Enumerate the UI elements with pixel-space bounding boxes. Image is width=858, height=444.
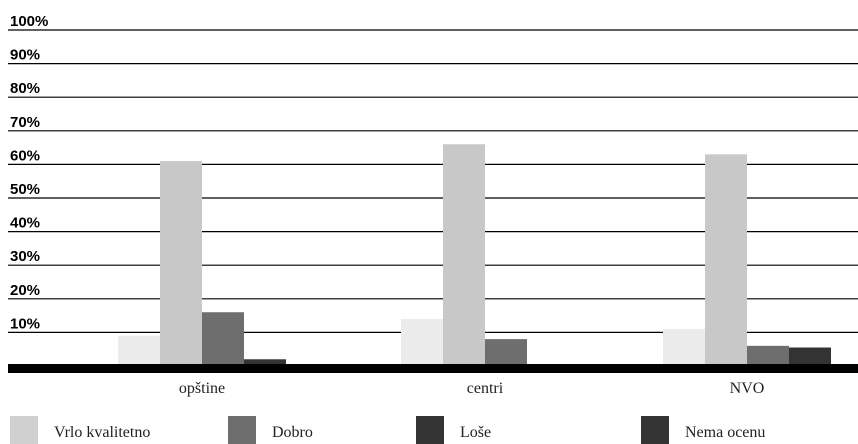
y-tick-label: 70% <box>10 114 40 131</box>
y-tick-label: 30% <box>10 248 40 265</box>
bar-1-NVO <box>663 329 705 366</box>
y-tick-label: 10% <box>10 315 40 332</box>
legend-swatch <box>416 416 444 444</box>
bar-1-centri <box>401 318 443 366</box>
legend-label: Dobro <box>272 424 313 441</box>
y-tick-label: 60% <box>10 147 40 164</box>
legend-label: Vrlo kvalitetno <box>54 424 150 441</box>
y-tick-label: 80% <box>10 80 40 97</box>
legend-swatch <box>228 416 256 444</box>
bar-4-NVO <box>789 347 831 366</box>
y-tick-label: 20% <box>10 282 40 299</box>
y-tick-label: 40% <box>10 215 40 232</box>
y-tick-label: 50% <box>10 181 40 198</box>
y-tick-label: 90% <box>10 47 40 64</box>
bar-2-centri <box>443 144 485 366</box>
x-axis-baseline <box>8 364 858 373</box>
bars <box>118 144 831 366</box>
legend-swatch <box>10 416 38 444</box>
bar-1-opštine <box>118 335 160 366</box>
x-axis-labels: opštine centri NVO <box>179 380 764 397</box>
x-tick-label: centri <box>467 380 504 397</box>
legend-label: Nema ocenu <box>685 424 765 441</box>
bar-3-opštine <box>202 312 244 366</box>
bar-2-NVO <box>705 154 747 366</box>
bar-3-centri <box>485 339 527 366</box>
bar-3-NVO <box>747 345 789 366</box>
x-tick-label: NVO <box>730 380 765 397</box>
bar-2-opštine <box>160 161 202 366</box>
bar-4-opštine <box>244 359 286 366</box>
gridlines <box>8 29 858 333</box>
legend-swatch <box>641 416 669 444</box>
y-tick-label: 100% <box>10 13 48 30</box>
y-axis-ticks: 10% 20% 30% 40% 50% 60% 70% 80% 90% 100% <box>10 13 48 332</box>
legend: Vrlo kvalitetno Dobro Loše Nema ocenu <box>10 416 765 444</box>
legend-label: Loše <box>460 424 491 441</box>
x-tick-label: opštine <box>179 380 225 397</box>
